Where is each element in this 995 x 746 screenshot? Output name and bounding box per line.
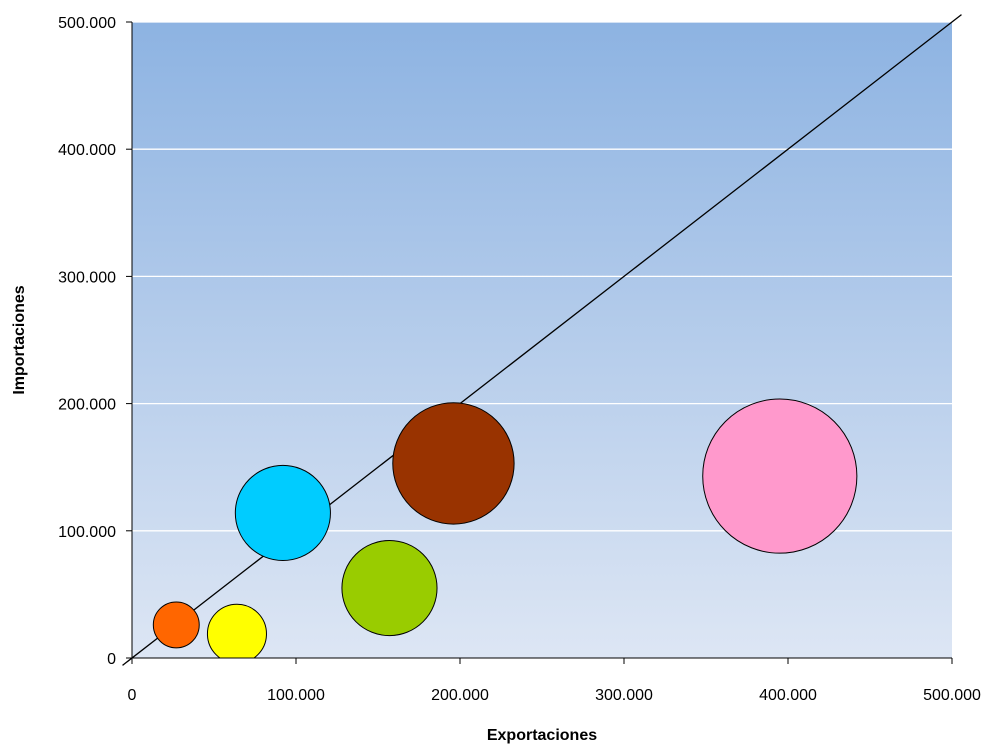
bubble-2	[234, 464, 331, 562]
bubble-0	[152, 601, 200, 649]
y-tick-label-3: 300.000	[58, 269, 116, 286]
x-tick-label-4: 400.000	[759, 687, 817, 704]
x-tick-label-1: 100.000	[267, 687, 325, 704]
bubble-3	[341, 539, 438, 637]
y-tick-label-5: 500.000	[58, 15, 116, 32]
x-axis-title: Exportaciones	[487, 727, 597, 744]
x-tick-label-3: 300.000	[595, 687, 653, 704]
y-tick-label-2: 200.000	[58, 397, 116, 414]
bubble-5	[702, 398, 858, 554]
y-tick-labels: 0 100.000 200.000 300.000 400.000 500.000	[58, 15, 116, 668]
bubble-4	[392, 402, 515, 525]
x-tick-label-5: 500.000	[923, 687, 981, 704]
bubbles	[152, 398, 858, 658]
reference-diagonal-line	[122, 14, 962, 666]
y-tick-label-0: 0	[107, 651, 116, 668]
axis-ticks	[126, 21, 953, 664]
y-axis-title: Importaciones	[11, 285, 28, 394]
y-tick-label-4: 400.000	[58, 142, 116, 159]
y-tick-label-1: 100.000	[58, 524, 116, 541]
x-tick-labels: 0 100.000 200.000 300.000 400.000 500.000	[128, 687, 981, 704]
reference-line-group	[122, 14, 962, 666]
x-tick-label-0: 0	[128, 687, 137, 704]
x-tick-label-2: 200.000	[431, 687, 489, 704]
bubble-1	[206, 603, 267, 658]
